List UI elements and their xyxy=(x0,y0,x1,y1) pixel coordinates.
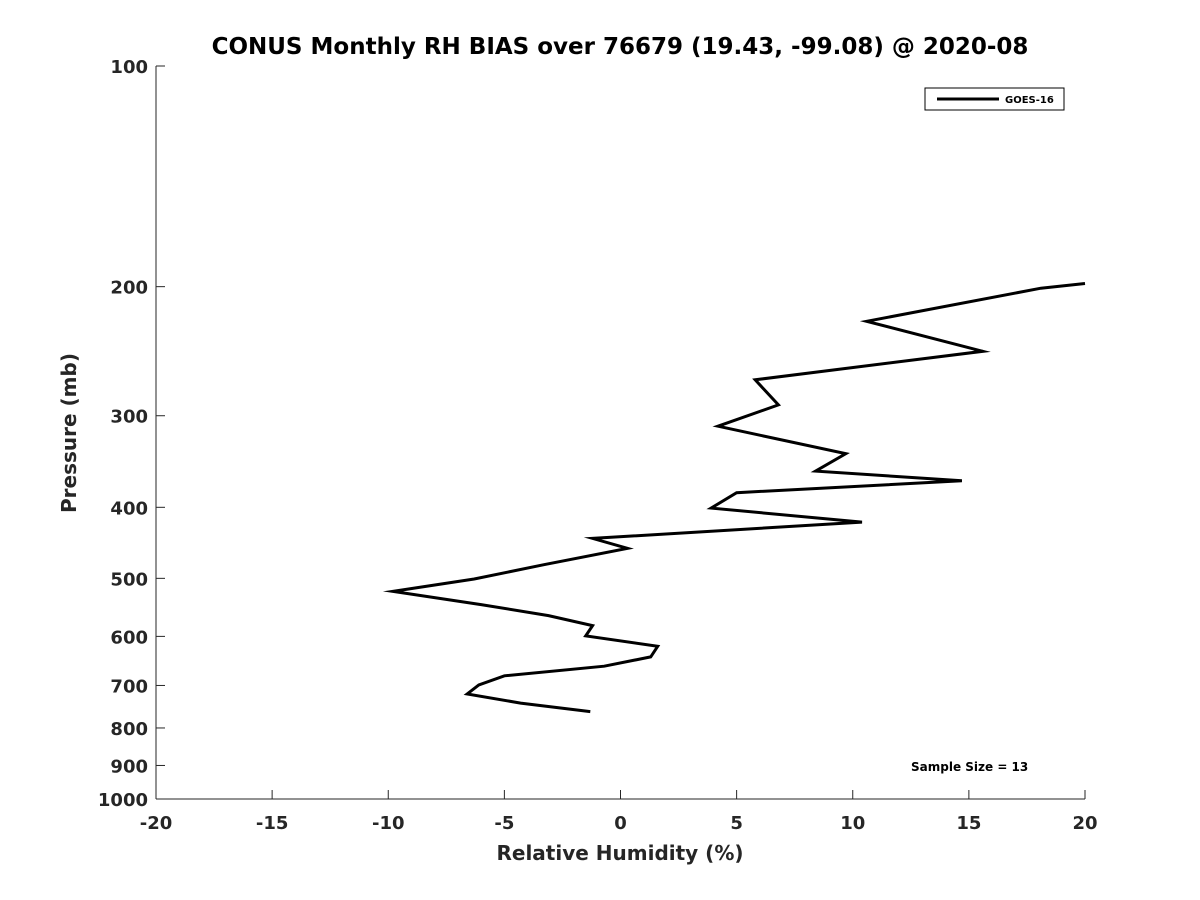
legend: GOES-16 xyxy=(924,87,1065,111)
x-tick-label: -15 xyxy=(256,813,289,834)
y-tick-label: 400 xyxy=(110,498,148,519)
y-tick-label: 1000 xyxy=(98,790,148,811)
x-tick-label: 20 xyxy=(1072,813,1097,834)
x-tick-label: -5 xyxy=(494,813,514,834)
y-tick-label: 500 xyxy=(110,569,148,590)
y-tick-label: 100 xyxy=(110,57,148,78)
x-tick-label: -10 xyxy=(372,813,405,834)
y-tick-label: 200 xyxy=(110,278,148,299)
x-tick-label: 15 xyxy=(956,813,981,834)
sample-size-annotation: Sample Size = 13 xyxy=(911,760,1028,774)
y-tick-label: 700 xyxy=(110,676,148,697)
plot-area: -20 -15 -10 -5 0 5 10 15 20 100 200 300 400 500 600 700… xyxy=(98,57,1098,834)
y-tick-label: 800 xyxy=(110,719,148,740)
y-tick-label: 600 xyxy=(110,627,148,648)
y-tick-label: 900 xyxy=(110,756,148,777)
x-tick-label: 0 xyxy=(614,813,627,834)
series-line-goes-16 xyxy=(382,282,1086,714)
x-tick-label: 10 xyxy=(840,813,865,834)
y-tick-label: 300 xyxy=(110,407,148,428)
legend-label-goes-16: GOES-16 xyxy=(1005,95,1054,106)
chart-title: CONUS Monthly RH BIAS over 76679 (19.43,… xyxy=(212,34,1029,60)
y-axis-label: Pressure (mb) xyxy=(57,353,81,513)
x-tick-label: -20 xyxy=(140,813,173,834)
x-axis-label: Relative Humidity (%) xyxy=(496,841,743,865)
x-tick-label: 5 xyxy=(730,813,743,834)
